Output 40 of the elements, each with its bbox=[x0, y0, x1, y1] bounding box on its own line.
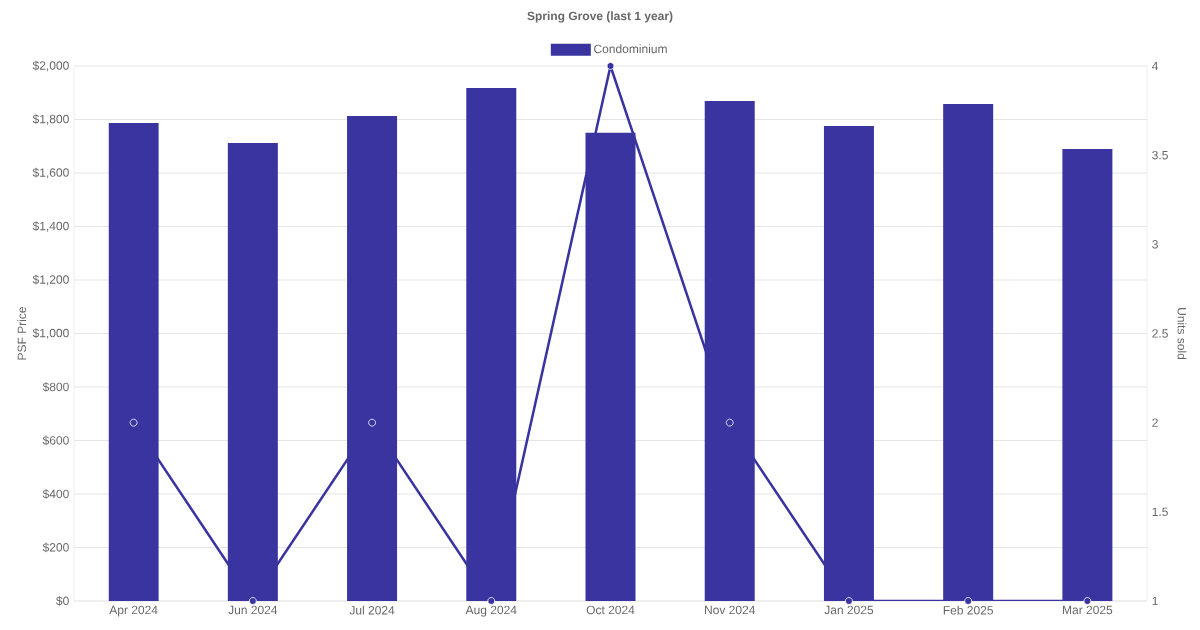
x-tick-label: Jun 2024 bbox=[228, 605, 278, 615]
y2-tick-label: 3.5 bbox=[1152, 150, 1168, 160]
y-axis-title: PSF Price bbox=[17, 307, 27, 360]
point bbox=[964, 597, 973, 605]
y-tick-label: $1,600 bbox=[32, 167, 69, 179]
y2-tick-label: 1.5 bbox=[1152, 507, 1168, 517]
y2-tick-label: 4 bbox=[1151, 61, 1159, 71]
point bbox=[725, 418, 734, 427]
y-tick-label: $1,400 bbox=[32, 221, 69, 232]
y-tick-label: $800 bbox=[42, 382, 69, 392]
y2-tick-label: 1 bbox=[1152, 596, 1158, 606]
point bbox=[487, 597, 496, 605]
x-tick-label: Oct 2024 bbox=[586, 605, 635, 615]
point bbox=[248, 597, 257, 605]
point bbox=[1083, 597, 1092, 605]
x-tick-label: Mar 2025 bbox=[1063, 605, 1113, 615]
y-tick-label: $0 bbox=[56, 596, 69, 606]
y-tick-label: $400 bbox=[42, 489, 69, 499]
point bbox=[606, 62, 615, 70]
y-tick-label: $1,000 bbox=[32, 328, 69, 339]
y2-tick-label: 3 bbox=[1152, 240, 1158, 249]
y-tick-label: $1,800 bbox=[32, 114, 69, 125]
point bbox=[129, 418, 138, 427]
x-tick-label: Aug 2024 bbox=[465, 605, 517, 617]
legend-label: Condominium bbox=[594, 44, 667, 54]
x-tick-label: Jul 2024 bbox=[349, 605, 395, 615]
y2-tick-label: 2 bbox=[1152, 418, 1158, 427]
y-tick-label: $1,200 bbox=[32, 274, 69, 286]
chart-title: Spring Grove (last 1 year) bbox=[527, 11, 673, 23]
x-tick-label: Jan 2025 bbox=[824, 605, 874, 615]
y2-axis-title: Units sold bbox=[1177, 308, 1187, 360]
y-tick-label: $600 bbox=[42, 435, 69, 446]
x-tick-label: Nov 2024 bbox=[705, 605, 756, 615]
y-tick-label: $200 bbox=[42, 542, 69, 553]
x-tick-label: Apr 2024 bbox=[109, 605, 158, 617]
point bbox=[368, 418, 376, 427]
y2-tick-label: 2.5 bbox=[1152, 329, 1168, 338]
point bbox=[845, 597, 853, 605]
x-tick-label: Feb 2025 bbox=[943, 605, 993, 615]
y-tick-label: $2,000 bbox=[32, 60, 69, 72]
